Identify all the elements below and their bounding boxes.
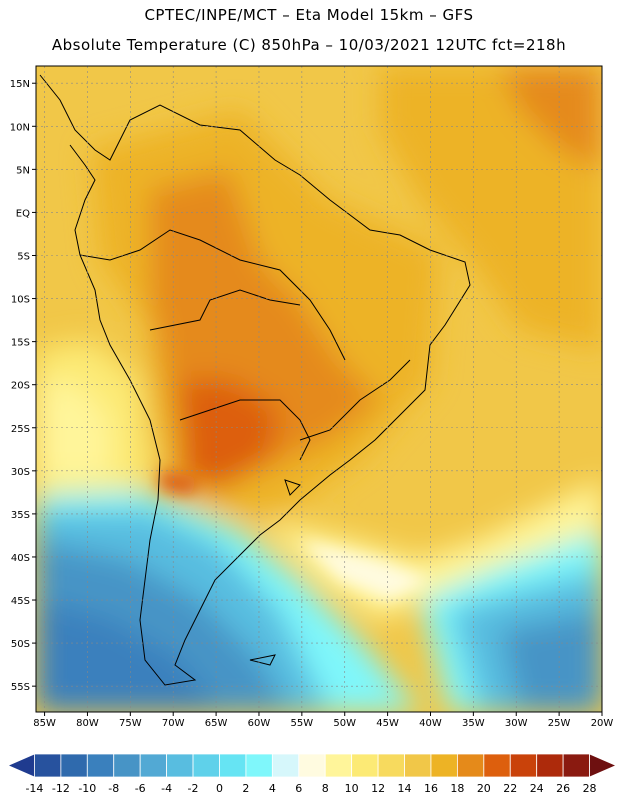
temperature-field [36,66,602,712]
lat-tick-label: 45S [11,596,30,607]
colorbar-label: 16 [424,782,438,795]
lon-tick-label: 25W [548,718,571,729]
lat-tick-label: 15S [11,338,30,349]
lat-tick-label: 40S [11,553,30,564]
colorbar-swatch [298,753,326,778]
lat-tick-label: 20S [11,381,30,392]
colorbar-swatch [6,753,35,778]
lat-tick-label: 35S [11,510,30,521]
colorbar-swatch [430,753,458,778]
lon-tick-label: 85W [33,718,56,729]
colorbar-swatch [219,753,247,778]
colorbar-swatch [351,753,379,778]
colorbar-label: 6 [295,782,302,795]
colorbar-swatch [245,753,273,778]
lon-tick-label: 40W [419,718,442,729]
lon-tick-label: 60W [248,718,271,729]
lat-tick-label: 55S [11,682,30,693]
title-line-1: CPTEC/INPE/MCT – Eta Model 15km – GFS [144,6,474,24]
map-frame [35,65,603,713]
colorbar-label: 22 [503,782,517,795]
colorbar-label: 2 [242,782,249,795]
coastline [39,74,471,686]
lon-tick-label: 50W [333,718,356,729]
lat-tick-label: 10N [10,122,30,133]
colorbar-label: 18 [450,782,464,795]
colorbar-swatch [60,753,88,778]
lat-tick-label: 30S [11,467,30,478]
colorbar: -14 -12 -10 -8 -6 -4 -2 0 2 4 6 8 10 12 14 16 18 20 22 24 26… [6,753,618,795]
lon-tick-label: 20W [591,718,614,729]
colorbar-label: -4 [161,782,172,795]
lat-tick-label: 5S [17,251,30,262]
title-line-2: Absolute Temperature (C) 850hPa – 10/03/… [51,36,567,54]
colorbar-swatch [324,753,353,778]
lon-tick-label: 65W [205,718,228,729]
colorbar-label: 8 [322,782,329,795]
colorbar-swatch [34,753,62,778]
colorbar-label: 10 [345,782,359,795]
lon-tick-label: 45W [376,718,399,729]
colorbar-label: 4 [269,782,276,795]
colorbar-label: 0 [216,782,223,795]
colorbar-label: 28 [583,782,597,795]
colorbar-swatch [562,753,590,778]
colorbar-label: -2 [188,782,199,795]
colorbar-label: -10 [78,782,96,795]
colorbar-swatch [404,753,432,778]
lat-tick-label: 50S [11,639,30,650]
colorbar-swatch [86,753,115,778]
colorbar-swatch [536,753,564,778]
colorbar-swatch [483,753,511,778]
colorbar-label: 14 [398,782,412,795]
colorbar-label: -6 [135,782,146,795]
lat-tick-label: 5N [16,165,30,176]
colorbar-label: -8 [108,782,119,795]
colorbar-label: 26 [556,782,570,795]
colorbar-swatch [166,753,194,778]
colorbar-label: 24 [530,782,544,795]
lon-tick-label: 75W [119,718,142,729]
lat-tick-label: 25S [11,424,30,435]
axis-ticks: 15N 10N 5N EQ 5S 10S 15S 20S 25S 30S 35S 40S 45S 50S 5… [10,79,614,729]
lat-tick-label: 10S [11,295,30,306]
colorbar-swatch [113,753,141,778]
colorbar-label: -12 [52,782,70,795]
colorbar-swatch [589,753,618,778]
colorbar-swatch [271,753,300,778]
lat-tick-label: 15N [10,79,30,90]
graticule [36,66,603,712]
colorbar-swatch [456,753,485,778]
lon-tick-label: 80W [76,718,99,729]
lon-tick-label: 55W [291,718,314,729]
colorbar-swatch [509,753,538,778]
colorbar-swatch [139,753,168,778]
colorbar-swatch [377,753,405,778]
lat-tick-label: EQ [16,208,30,219]
colorbar-swatch [192,753,220,778]
lon-tick-label: 30W [505,718,528,729]
colorbar-label: 20 [477,782,491,795]
lon-tick-label: 70W [162,718,185,729]
colorbar-label: -14 [25,782,43,795]
colorbar-label: 12 [371,782,385,795]
lon-tick-label: 35W [462,718,485,729]
